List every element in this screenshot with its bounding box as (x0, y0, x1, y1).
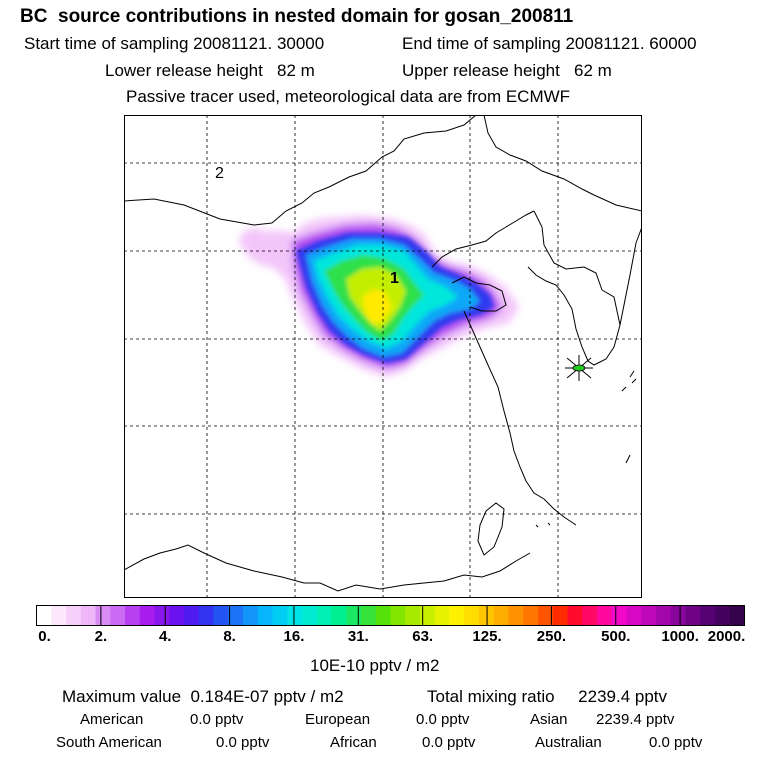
colorbar-tick-label: 250. (536, 628, 567, 645)
colorbar-cell (125, 605, 141, 626)
colorbar-cell (139, 605, 155, 626)
colorbar-cell (700, 605, 716, 626)
colorbar-tick-label: 63. (412, 628, 434, 645)
colorbar-cell (375, 605, 391, 626)
colorbar-cell (213, 605, 229, 626)
colorbar-cell (715, 605, 731, 626)
colorbar-cell (66, 605, 82, 626)
region-value-european: 0.0 pptv (416, 711, 470, 728)
colorbar-tick-label: 0. (38, 628, 51, 645)
plot-title: BC source contributions in nested domain… (20, 6, 574, 27)
colorbar-cell (154, 605, 170, 626)
colorbar-cell (508, 605, 524, 626)
colorbar-cell (552, 605, 568, 626)
colorbar-cell (316, 605, 332, 626)
colorbar-cell (538, 605, 554, 626)
colorbar-tick-label: 1000. (661, 628, 699, 645)
colorbar-cell (670, 605, 686, 626)
colorbar-cell (656, 605, 672, 626)
total-mixing-label: Total mixing ratio 2239.4 pptv (427, 687, 668, 706)
region-name-african: African (330, 734, 377, 751)
max-value-label: Maximum value 0.184E-07 pptv / m2 (62, 687, 344, 706)
colorbar-cell (449, 605, 465, 626)
colorbar-cell (346, 605, 362, 626)
colorbar-cell (302, 605, 318, 626)
region-value-american: 0.0 pptv (190, 711, 244, 728)
colorbar-tick-label: 4. (158, 628, 172, 645)
colorbar-cell (626, 605, 642, 626)
colorbar-cell (464, 605, 480, 626)
colorbar-cell (36, 605, 52, 626)
colorbar-cell (361, 605, 377, 626)
colorbar-cell (95, 605, 111, 626)
colorbar-cell (228, 605, 244, 626)
upper-release-label: Upper release height 62 m (402, 61, 612, 80)
coastline-borders (124, 115, 642, 592)
colorbar-tick-label: 500. (601, 628, 631, 645)
colorbar-cell (331, 605, 347, 626)
region-value-australian: 0.0 pptv (649, 734, 703, 751)
gosan-marker-icon (565, 355, 593, 381)
colorbar-cell (243, 605, 259, 626)
colorbar-tick-label: 16. (283, 628, 305, 645)
colorbar-cell (420, 605, 436, 626)
colorbar-cell (479, 605, 495, 626)
colorbar-cell (611, 605, 627, 626)
colorbar-cell (641, 605, 657, 626)
region-label-2: 2 (215, 165, 224, 182)
colorbar-cell (169, 605, 185, 626)
colorbar-cell (405, 605, 421, 626)
colorbar-cell (198, 605, 214, 626)
region-label-1: 1 (390, 270, 399, 287)
concentration-plume (239, 215, 519, 377)
colorbar-tick-label: 2. (94, 628, 108, 645)
region-value-african: 0.0 pptv (422, 734, 476, 751)
tracer-note: Passive tracer used, meteorological data… (126, 87, 571, 106)
colorbar-tick-label: 31. (347, 628, 369, 645)
colorbar-cell (523, 605, 539, 626)
region-name-australian: Australian (535, 734, 602, 751)
colorbar-cell (80, 605, 96, 626)
region-value-asian: 2239.4 pptv (596, 711, 675, 728)
lat-lon-grid (124, 115, 642, 598)
colorbar-cell (567, 605, 583, 626)
colorbar-cell (110, 605, 126, 626)
colorbar-cell (434, 605, 450, 626)
region-name-asian: Asian (530, 711, 568, 728)
region-name-european: European (305, 711, 371, 728)
colorbar (36, 605, 745, 626)
colorbar-cell (184, 605, 200, 626)
colorbar-cell (685, 605, 701, 626)
colorbar-tick-label: 125. (472, 628, 502, 645)
colorbar-tick-label: 8. (223, 628, 236, 645)
colorbar-cell (257, 605, 273, 626)
colorbar-cell (493, 605, 509, 626)
lower-release-label: Lower release height 82 m (105, 61, 315, 80)
colorbar-cell (287, 605, 303, 626)
colorbar-cell (51, 605, 67, 626)
region-name-american: American (80, 711, 144, 728)
region-name-south-american: South American (56, 734, 162, 751)
colorbar-cell (272, 605, 288, 626)
colorbar-cell (390, 605, 406, 626)
start-time-label: Start time of sampling 20081121. 30000 (24, 34, 325, 53)
colorbar-cell (597, 605, 613, 626)
end-time-label: End time of sampling 20081121. 60000 (402, 34, 697, 53)
footprint-map: 2 1 (124, 115, 642, 598)
colorbar-units: 10E-10 pptv / m2 (310, 656, 440, 675)
colorbar-tick-label: 2000. (707, 628, 746, 645)
region-value-south-american: 0.0 pptv (216, 734, 270, 751)
colorbar-cell (582, 605, 598, 626)
colorbar-cell (729, 605, 745, 626)
